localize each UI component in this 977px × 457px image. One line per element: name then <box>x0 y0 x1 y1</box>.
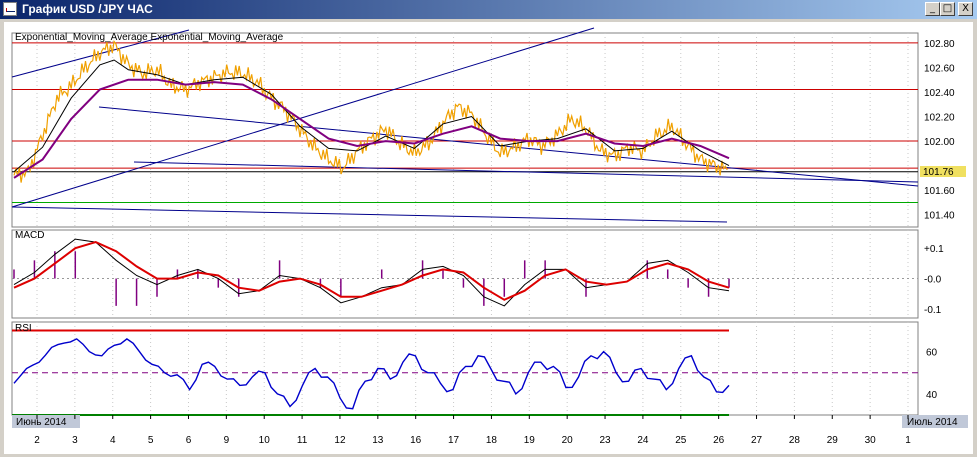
x-tick-label: 20 <box>562 435 574 446</box>
end-month-label: Июль 2014 <box>907 417 958 428</box>
price-tick-label: 101.40 <box>924 211 955 222</box>
x-tick-label: 16 <box>410 435 422 446</box>
window-title: График USD /JPY ЧАС <box>22 2 153 16</box>
minimize-button[interactable]: _ <box>925 2 940 16</box>
rsi-panel[interactable] <box>11 321 919 416</box>
ema-fast-line <box>13 59 730 173</box>
price-line <box>13 40 728 183</box>
rsi-panel-title: RSI <box>15 323 32 334</box>
chart-area[interactable]: 102.80 102.60 102.40 102.20 102.00 101.60 101.… <box>4 22 973 454</box>
x-tick-label: 23 <box>599 435 611 446</box>
price-panel-title: Exponential_Moving_Average Exponential_M… <box>15 32 284 43</box>
axis-labels: 102.80 102.60 102.40 102.20 102.00 101.60 101.… <box>924 39 955 401</box>
price-tick-label: 102.00 <box>924 137 955 148</box>
x-tick-label: 29 <box>827 435 839 446</box>
x-tick-label: 1 <box>905 435 911 446</box>
x-tick-label: 12 <box>334 435 346 446</box>
x-tick-label: 6 <box>186 435 192 446</box>
macd-signal-line <box>13 241 730 301</box>
x-tick-label: 30 <box>865 435 877 446</box>
x-tick-label: 11 <box>297 435 308 446</box>
last-price-label: 101.76 <box>923 167 954 178</box>
macd-panel-title: MACD <box>15 230 44 241</box>
x-tick-label: 28 <box>789 435 801 446</box>
ema-slow-line <box>13 78 730 179</box>
price-tick-label: 102.80 <box>924 39 955 50</box>
x-tick-label: 2 <box>34 435 40 446</box>
title-bar[interactable]: График USD /JPY ЧАС _ □ X <box>0 0 977 19</box>
rsi-line <box>13 338 730 410</box>
x-tick-label: 5 <box>148 435 154 446</box>
trend-line <box>11 29 190 78</box>
price-grid <box>12 33 918 227</box>
price-tick-label: 102.20 <box>924 112 955 123</box>
x-tick-label: 24 <box>637 435 649 446</box>
close-button[interactable]: X <box>958 2 973 16</box>
x-tick-label: 10 <box>259 435 271 446</box>
chart-app-icon <box>3 2 17 16</box>
x-tick-label: 4 <box>110 435 116 446</box>
last-price-marker <box>920 166 966 177</box>
trend-line <box>11 206 728 223</box>
price-tick-label: 102.40 <box>924 88 955 99</box>
x-tick-label: 9 <box>224 435 230 446</box>
start-month-box <box>12 415 80 428</box>
price-tick-label: 101.60 <box>924 186 955 197</box>
macd-tick-label: -0.1 <box>924 305 942 316</box>
x-tick-label: 13 <box>372 435 384 446</box>
x-axis: 2 3 4 5 6 9 10 11 12 13 16 17 18 19 20 23 24 25 26 27 28 29 30… <box>34 415 911 446</box>
maximize-button[interactable]: □ <box>940 2 955 16</box>
start-month-label: Июнь 2014 <box>16 417 67 428</box>
rsi-grid <box>12 322 918 416</box>
x-tick-label: 25 <box>675 435 687 446</box>
trend-line <box>133 161 919 183</box>
trend-line <box>11 27 595 208</box>
end-month-box <box>902 415 968 428</box>
x-tick-label: 17 <box>448 435 460 446</box>
x-tick-label: 27 <box>751 435 763 446</box>
macd-tick-label: +0.1 <box>924 244 944 255</box>
rsi-tick-label: 40 <box>926 390 938 401</box>
x-tick-label: 18 <box>486 435 498 446</box>
rsi-tick-label: 60 <box>926 348 938 359</box>
macd-tick-label: -0.0 <box>924 275 942 286</box>
price-tick-label: 102.60 <box>924 63 955 74</box>
x-tick-label: 26 <box>713 435 725 446</box>
x-tick-label: 3 <box>72 435 78 446</box>
chart-svg[interactable]: 102.80 102.60 102.40 102.20 102.00 101.60 101.… <box>4 22 973 454</box>
x-tick-label: 19 <box>524 435 536 446</box>
indicator-lines <box>11 27 919 410</box>
price-panel[interactable] <box>11 32 919 228</box>
trend-line <box>98 106 919 187</box>
